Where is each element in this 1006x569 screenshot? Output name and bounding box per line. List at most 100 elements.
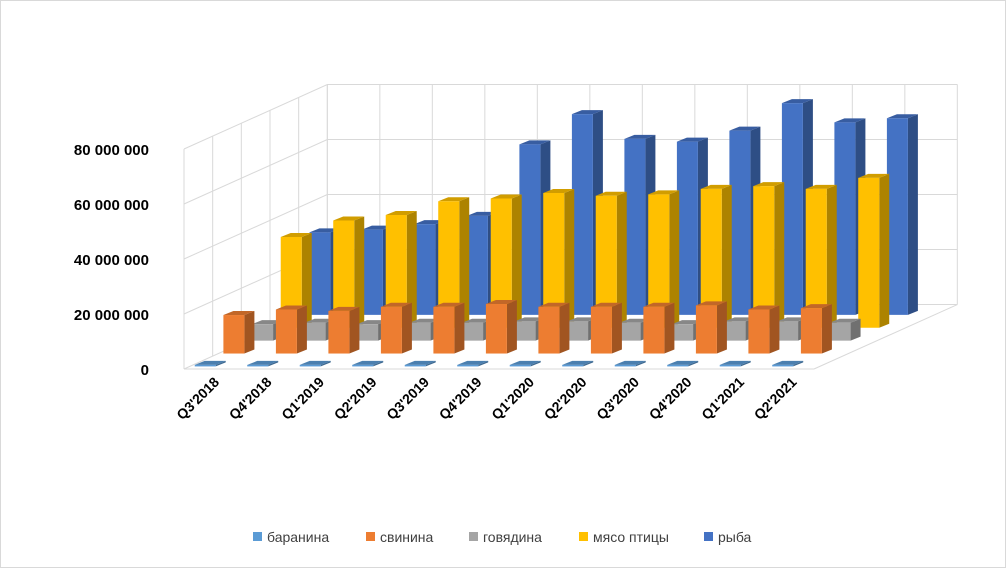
bar-top [490, 194, 522, 199]
bar-top [309, 228, 341, 233]
bar-front [519, 144, 541, 315]
bar-front [772, 364, 794, 367]
legend-item: баранина [253, 529, 329, 545]
bar [280, 233, 312, 328]
series-4 [309, 99, 918, 315]
bar-front [466, 215, 488, 315]
bar [380, 302, 412, 354]
bar-side [373, 360, 384, 367]
bar-top [590, 302, 622, 307]
bar-side [511, 194, 522, 328]
bar-top [275, 305, 307, 310]
bar [800, 304, 832, 354]
bar-top [514, 317, 546, 322]
bar [614, 360, 646, 367]
bar-top [753, 182, 785, 187]
bars-group [194, 99, 918, 367]
bar-front [385, 215, 407, 328]
legend-swatch [469, 532, 478, 541]
legend-label: говядина [483, 529, 542, 545]
bar-side [401, 302, 412, 354]
bar-front [438, 201, 460, 328]
bar-top [357, 320, 389, 325]
bar-side [740, 360, 751, 367]
bar-side [406, 211, 417, 328]
bar-side [530, 360, 541, 367]
bar-side [769, 305, 780, 354]
bar-front [223, 315, 245, 354]
bar-front [781, 103, 803, 315]
bar [385, 211, 417, 328]
bar-top [252, 320, 284, 325]
bar-front [361, 229, 383, 315]
bar-side [793, 360, 804, 367]
bar-top [567, 317, 599, 322]
legend-swatch [579, 532, 588, 541]
bar-front [433, 306, 455, 354]
bar [667, 360, 699, 367]
x-tick-label: Q2'2021 [751, 374, 800, 423]
bar-front [409, 322, 431, 341]
bar-top [194, 360, 226, 365]
legend-label: мясо птицы [593, 529, 669, 545]
bar-front [280, 237, 302, 328]
bar [648, 190, 680, 328]
bar [719, 360, 751, 367]
x-tick-label: Q3'2018 [173, 374, 222, 423]
y-tick-label: 80 000 000 [74, 142, 149, 159]
bar-top [724, 317, 756, 322]
bar-front [590, 306, 612, 354]
series-3 [280, 173, 890, 328]
bar [194, 360, 226, 367]
x-tick-label: Q1'2020 [488, 374, 537, 423]
bar [328, 306, 360, 354]
bar-top [280, 233, 312, 238]
bar-front [309, 232, 331, 315]
bar-top [409, 318, 441, 323]
bar [748, 305, 780, 354]
bar-front [805, 188, 827, 328]
bar [886, 114, 918, 315]
bar-top [729, 126, 761, 131]
bar-side [774, 182, 785, 328]
bar [275, 305, 307, 354]
bar-front [614, 364, 636, 367]
legend-item: говядина [469, 529, 542, 545]
bar-top [385, 211, 417, 216]
bar-side [354, 216, 365, 328]
bar-side [616, 191, 627, 328]
bar [333, 216, 365, 328]
bar-side [821, 304, 832, 354]
legend-swatch [253, 532, 262, 541]
bar-top [485, 300, 517, 305]
bar-side [879, 173, 890, 328]
bar-front [648, 194, 670, 328]
bar-front [485, 304, 507, 354]
bar-front [753, 186, 775, 328]
bar [457, 360, 489, 367]
x-tick-label: Q3'2019 [383, 374, 432, 423]
bar [223, 311, 255, 354]
bar [509, 360, 541, 367]
bar-top [462, 318, 494, 323]
bar [490, 194, 522, 328]
bar-top [361, 225, 393, 230]
bar-front [624, 138, 646, 315]
bar-front [700, 188, 722, 328]
bar [700, 184, 732, 328]
bar-front [543, 193, 565, 328]
bar-top [672, 320, 704, 325]
bar [695, 301, 727, 354]
bar-side [320, 360, 331, 367]
bar-front [380, 306, 402, 354]
bar-top [700, 184, 732, 189]
bar-front [462, 322, 484, 341]
legend-swatch [366, 532, 375, 541]
x-tick-label: Q1'2019 [278, 374, 327, 423]
bar-side [664, 302, 675, 354]
bar-top [304, 318, 336, 323]
y-tick-label: 0 [141, 362, 149, 379]
bar-front [595, 195, 617, 328]
bar-side [244, 311, 255, 354]
bar [438, 197, 470, 328]
